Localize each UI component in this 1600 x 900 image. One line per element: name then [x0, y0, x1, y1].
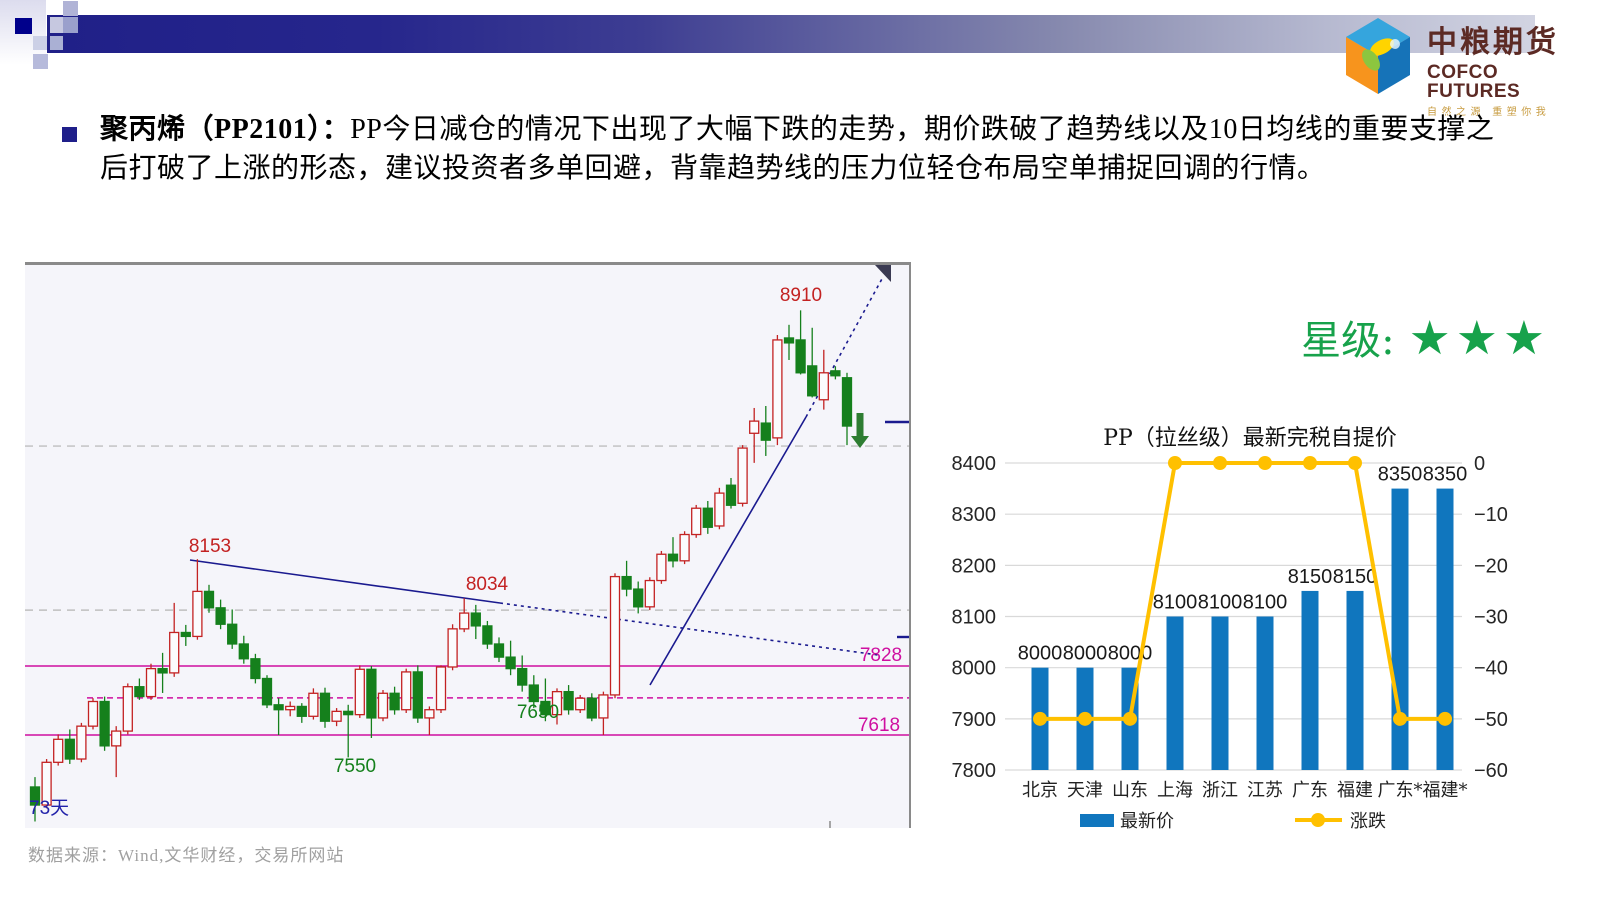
svg-text:8400: 8400 [952, 453, 997, 475]
svg-text:8153: 8153 [189, 536, 231, 557]
star-rating-label: 星级: [1301, 318, 1395, 364]
svg-text:8000: 8000 [1063, 643, 1108, 665]
candlestick-chart: 8910 8153 8034 7550 7650 7828 7618 73天 [25, 262, 911, 828]
svg-text:8100: 8100 [1153, 592, 1198, 614]
svg-text:8150: 8150 [1333, 566, 1378, 588]
svg-text:73天: 73天 [29, 798, 69, 819]
svg-text:广东: 广东 [1292, 780, 1328, 801]
svg-text:8034: 8034 [466, 574, 509, 595]
svg-text:8000: 8000 [1018, 643, 1063, 665]
svg-text:8350: 8350 [1423, 464, 1468, 486]
svg-text:上海: 上海 [1157, 780, 1193, 801]
svg-text:8150: 8150 [1288, 566, 1333, 588]
svg-text:7900: 7900 [952, 709, 997, 731]
svg-text:−20: −20 [1474, 555, 1508, 577]
svg-text:福建: 福建 [1337, 780, 1373, 801]
svg-text:广东*: 广东* [1378, 780, 1423, 801]
star-rating: 星级: ★★★ [1250, 308, 1550, 366]
logo-tagline: 自然之源 重塑你我 [1427, 107, 1551, 118]
svg-text:7800: 7800 [952, 760, 997, 782]
deco-square [33, 54, 48, 69]
svg-text:天津: 天津 [1067, 780, 1103, 801]
svg-text:−10: −10 [1474, 504, 1508, 526]
svg-text:8300: 8300 [952, 504, 997, 526]
svg-text:江苏: 江苏 [1247, 780, 1283, 801]
price-bar-chart: PP（拉丝级）最新完税自提价 8400 8300 8200 8100 8000 7900 78… [950, 405, 1550, 855]
deco-square [50, 17, 63, 33]
commentary-paragraph: 聚丙烯（PP2101）：PP今日减仓的情况下出现了大幅下跌的走势，期价跌破了趋势… [100, 110, 1515, 188]
svg-text:8000: 8000 [952, 658, 997, 680]
svg-text:涨跌: 涨跌 [1350, 811, 1386, 832]
logo-cube-icon [1337, 14, 1419, 103]
logo-title: 中粮期货 [1427, 26, 1559, 59]
bullet-marker [62, 127, 77, 142]
deco-square [63, 17, 78, 33]
svg-text:8100: 8100 [952, 607, 997, 629]
deco-square [50, 36, 63, 50]
svg-text:7828: 7828 [860, 645, 902, 666]
svg-text:−60: −60 [1474, 760, 1508, 782]
svg-text:8350: 8350 [1378, 464, 1423, 486]
deco-square [15, 18, 32, 34]
svg-text:北京: 北京 [1022, 780, 1058, 801]
svg-text:8200: 8200 [952, 555, 997, 577]
svg-text:8910: 8910 [780, 285, 822, 306]
svg-text:7550: 7550 [334, 756, 376, 777]
svg-text:−50: −50 [1474, 709, 1508, 731]
svg-text:8000: 8000 [1108, 643, 1153, 665]
logo-subtitle: COFCO FUTURES [1427, 62, 1521, 102]
deco-square [63, 1, 78, 16]
svg-text:−30: −30 [1474, 607, 1508, 629]
star-icons: ★★★ [1408, 310, 1550, 364]
svg-text:7618: 7618 [858, 715, 900, 736]
svg-text:0: 0 [1474, 453, 1485, 475]
cofco-futures-logo: 中粮期货 COFCO FUTURES 自然之源 重塑你我 [1337, 14, 1567, 118]
header-gradient-bar [47, 15, 1535, 53]
svg-text:福建*: 福建* [1423, 780, 1468, 801]
commentary-lead: 聚丙烯（PP2101）： [100, 114, 351, 145]
svg-text:7650: 7650 [517, 702, 559, 723]
svg-text:最新价: 最新价 [1120, 811, 1174, 832]
commentary-body: PP今日减仓的情况下出现了大幅下跌的走势，期价跌破了趋势线以及10日均线的重要支… [100, 114, 1495, 184]
svg-text:8100: 8100 [1243, 592, 1288, 614]
svg-text:山东: 山东 [1112, 780, 1148, 801]
svg-text:浙江: 浙江 [1202, 780, 1238, 801]
svg-text:PP（拉丝级）最新完税自提价: PP（拉丝级）最新完税自提价 [1103, 426, 1397, 451]
data-source-note: 数据来源：Wind,文华财经，交易所网站 [28, 846, 345, 865]
svg-text:−40: −40 [1474, 658, 1508, 680]
deco-square [33, 36, 47, 50]
svg-text:8100: 8100 [1198, 592, 1243, 614]
